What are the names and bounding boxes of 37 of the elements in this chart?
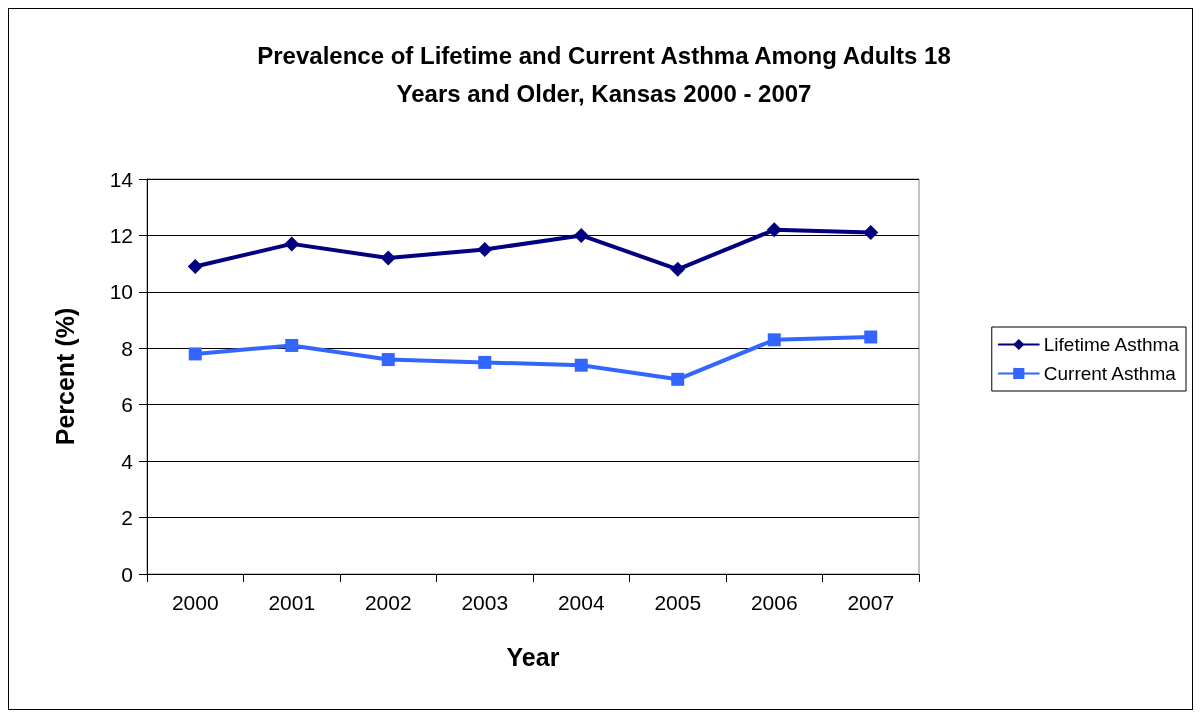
x-tick-label: 2000 [171, 591, 219, 614]
point [380, 250, 396, 266]
x-tick-label: 2002 [364, 591, 412, 614]
point [187, 258, 203, 274]
y-tick-label: 12 [109, 223, 133, 247]
chart-title: Prevalence of Lifetime and Current Asthma Among Adults 18 Years and Older, Kansas 2000 - 2007 [257, 41, 951, 107]
y-tick-label: 4 [121, 449, 134, 473]
point [381, 353, 395, 367]
x-axis-title: Year [506, 642, 560, 671]
x-tick-label: 2001 [268, 591, 316, 614]
legend-label: Current Asthma [1043, 363, 1177, 384]
point [284, 236, 300, 252]
point [188, 347, 202, 361]
y-tick-label: 6 [121, 393, 133, 417]
point [670, 261, 686, 277]
point [573, 227, 589, 243]
point [478, 355, 492, 369]
point [766, 222, 782, 238]
point [574, 358, 588, 372]
x-tick-label: 2003 [461, 591, 509, 614]
y-tick-label: 14 [109, 167, 134, 191]
x-tick-label: 2007 [847, 591, 895, 614]
y-tick-label: 2 [121, 506, 133, 530]
y-tick-label: 10 [109, 280, 133, 304]
point [477, 242, 493, 258]
point [767, 333, 781, 347]
point [864, 330, 878, 344]
x-tick-label: 2005 [654, 591, 702, 614]
y-axis-title: Percent (%) [50, 307, 79, 446]
x-tick-label: 2006 [750, 591, 798, 614]
point [671, 372, 685, 386]
legend-label: Lifetime Asthma [1043, 334, 1180, 355]
point [863, 225, 879, 241]
y-tick-label: 0 [121, 562, 133, 586]
y-tick-label: 8 [121, 336, 133, 360]
point [285, 338, 299, 352]
x-tick-label: 2004 [557, 591, 605, 614]
